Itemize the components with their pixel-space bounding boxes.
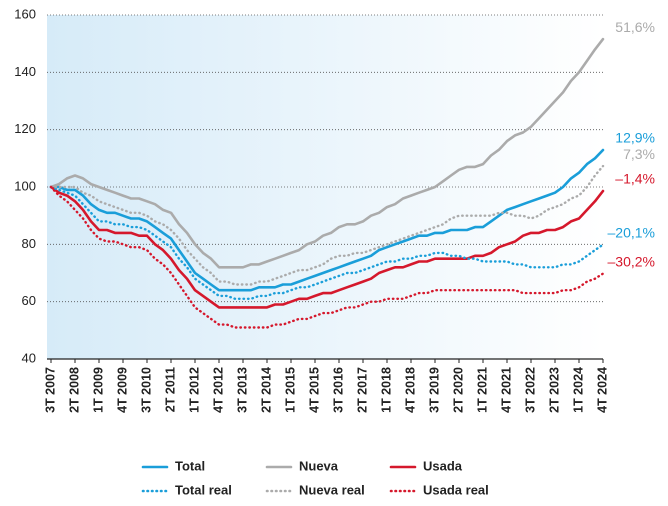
x-tick-label: 2T 2008 xyxy=(67,367,81,413)
end-label: 51,6% xyxy=(615,19,655,35)
y-tick-label: 80 xyxy=(22,236,36,251)
x-tick-label: 4T 2012 xyxy=(211,367,225,413)
end-label: 12,9% xyxy=(615,130,655,146)
legend-label: Usada real xyxy=(423,482,489,497)
legend-label: Total xyxy=(175,458,205,473)
y-tick-label: 100 xyxy=(14,178,36,193)
legend-label: Nueva real xyxy=(299,482,365,497)
end-label: –1,4% xyxy=(615,171,655,187)
x-tick-label: 3T 2016 xyxy=(331,367,345,413)
x-tick-label: 4T 2018 xyxy=(403,367,417,413)
x-tick-label: 1T 2024 xyxy=(571,367,585,413)
x-tick-label: 4T 2009 xyxy=(115,367,129,413)
legend-label: Usada xyxy=(423,458,463,473)
series-line xyxy=(49,185,605,329)
x-tick-label: 3T 2022 xyxy=(523,367,537,413)
x-tick-label: 1T 2018 xyxy=(379,367,393,413)
legend-label: Nueva xyxy=(299,458,339,473)
end-label: –20,1% xyxy=(608,224,655,240)
x-tick-label: 2T 2014 xyxy=(259,367,273,413)
x-tick-label: 4T 2015 xyxy=(307,367,321,413)
series-line xyxy=(49,164,605,286)
x-tick-label: 3T 2010 xyxy=(139,367,153,413)
y-tick-label: 160 xyxy=(14,6,36,21)
x-tick-label: 2T 2023 xyxy=(547,367,561,413)
series-line xyxy=(49,185,605,300)
series-line xyxy=(49,37,605,269)
x-tick-label: 4T 2024 xyxy=(595,367,609,413)
x-tick-label: 2T 2020 xyxy=(451,367,465,413)
y-tick-label: 120 xyxy=(14,121,36,136)
y-tick-label: 40 xyxy=(22,350,36,365)
x-tick-label: 1T 2009 xyxy=(91,367,105,413)
x-tick-label: 1T 2021 xyxy=(475,367,489,413)
x-tick-label: 3T 2007 xyxy=(43,367,57,413)
y-tick-label: 60 xyxy=(22,293,36,308)
series-line xyxy=(49,185,605,309)
x-tick-label: 1T 2012 xyxy=(187,367,201,413)
x-tick-label: 3T 2019 xyxy=(427,367,441,413)
plot-background xyxy=(47,15,603,359)
y-tick-label: 140 xyxy=(14,64,36,79)
x-tick-label: 2T 2011 xyxy=(163,367,177,412)
legend-label: Total real xyxy=(175,482,232,497)
end-label: 7,3% xyxy=(623,146,655,162)
series-line xyxy=(49,148,605,292)
x-tick-label: 1T 2015 xyxy=(283,367,297,413)
x-tick-label: 4T 2021 xyxy=(499,367,513,413)
x-tick-label: 2T 2017 xyxy=(355,367,369,413)
x-tick-label: 3T 2013 xyxy=(235,367,249,413)
end-label: –30,2% xyxy=(608,253,655,269)
